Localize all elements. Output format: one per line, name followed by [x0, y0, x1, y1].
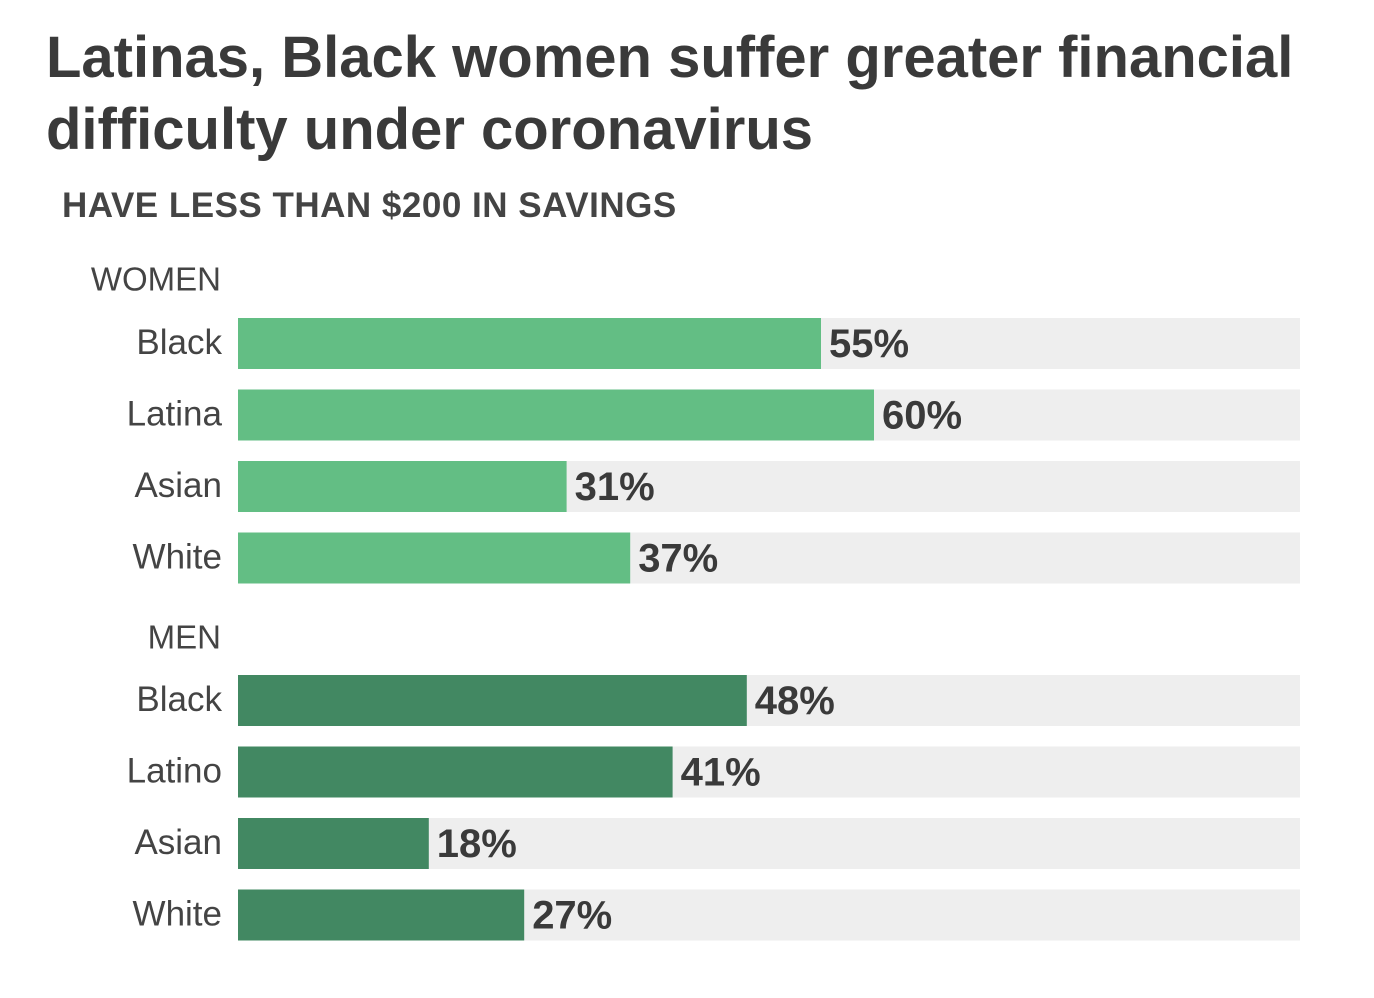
- value-label-men-white: 27%: [532, 894, 612, 938]
- category-label-men-latino: Latino: [127, 751, 222, 790]
- value-label-women-asian: 31%: [575, 465, 655, 509]
- value-label-men-latino: 41%: [681, 751, 761, 795]
- value-label-women-black: 55%: [829, 322, 909, 366]
- group-label-men: MEN: [148, 619, 221, 656]
- category-label-men-asian: Asian: [134, 823, 222, 862]
- category-label-men-black: Black: [136, 680, 222, 719]
- category-label-women-black: Black: [136, 323, 222, 362]
- value-label-men-asian: 18%: [437, 822, 517, 866]
- category-label-women-latina: Latina: [127, 394, 223, 433]
- category-label-men-white: White: [133, 894, 222, 933]
- bar-women-white: [238, 532, 631, 584]
- chart-subtitle: HAVE LESS THAN $200 IN SAVINGS: [62, 186, 677, 225]
- bar-women-asian: [238, 461, 567, 512]
- bar-men-latino: [238, 746, 673, 798]
- value-label-women-white: 37%: [638, 537, 718, 581]
- value-label-men-black: 48%: [755, 679, 835, 723]
- bar-men-black: [238, 675, 747, 726]
- bar-women-black: [238, 318, 821, 369]
- group-label-women: WOMEN: [91, 261, 221, 298]
- value-label-women-latina: 60%: [882, 394, 962, 438]
- chart-title: Latinas, Black women suffer greater fina…: [46, 25, 1294, 162]
- bar-men-white: [238, 889, 525, 941]
- bar-men-asian: [238, 818, 429, 869]
- category-label-women-asian: Asian: [134, 466, 222, 505]
- category-label-women-white: White: [133, 537, 222, 576]
- bar-women-latina: [238, 389, 874, 441]
